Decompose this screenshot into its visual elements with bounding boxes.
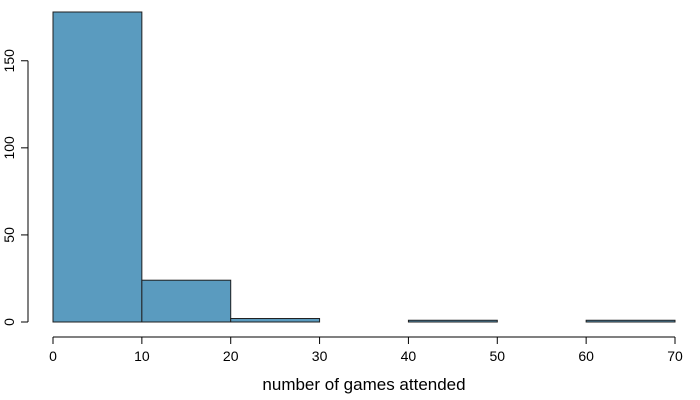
histogram-bar-20-30 [230, 318, 321, 323]
y-axis: 0 50 100 150 [1, 49, 29, 326]
x-axis-title: number of games attended [262, 375, 465, 394]
x-axis: 0 10 20 30 40 50 60 70 [49, 336, 683, 364]
bars-group [52, 11, 676, 323]
histogram-bar-40-50 [407, 319, 498, 323]
x-tick-label-30: 30 [312, 348, 328, 364]
y-tick-label-0: 0 [1, 318, 17, 326]
x-tick-label-20: 20 [223, 348, 239, 364]
y-tick-label-50: 50 [1, 227, 17, 243]
histogram-bar-0-10 [52, 11, 143, 323]
x-tick-label-50: 50 [489, 348, 505, 364]
y-tick-label-100: 100 [1, 136, 17, 160]
x-tick-label-10: 10 [134, 348, 150, 364]
x-tick-label-0: 0 [49, 348, 57, 364]
y-tick-label-150: 150 [1, 49, 17, 73]
x-tick-label-40: 40 [401, 348, 417, 364]
histogram-bar-60-70 [585, 319, 676, 323]
x-tick-label-60: 60 [578, 348, 594, 364]
x-tick-label-70: 70 [667, 348, 683, 364]
histogram-bar-10-20 [141, 279, 232, 323]
